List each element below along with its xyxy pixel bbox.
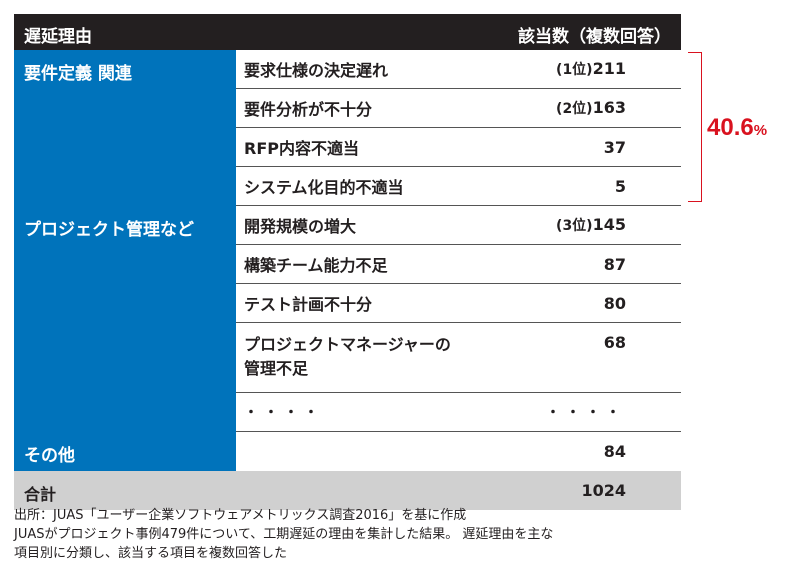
- table-row: 開発規模の増大 (3位)145: [236, 206, 681, 245]
- item-name-line2: 管理不足: [244, 359, 309, 378]
- group-project-management: プロジェクト管理など 開発規模の増大 (3位)145 構築チーム能力不足 87 …: [14, 206, 681, 432]
- group-requirements: 要件定義 関連 要求仕様の決定遅れ (1位)211 要件分析が不十分 (2位)1…: [14, 50, 681, 206]
- table-row: システム化目的不適当 5: [236, 167, 681, 206]
- item-count: 84: [603, 442, 626, 461]
- item-name: 要求仕様の決定遅れ: [244, 61, 389, 80]
- item-value: (3位)145: [556, 215, 626, 235]
- item-name-line1: プロジェクトマネージャーの: [244, 335, 451, 354]
- total-row: 合計 1024: [14, 471, 681, 510]
- item-value: (2位)163: [556, 98, 626, 118]
- source-line-2: JUASがプロジェクト事例479件について、工期遅延の理由を集計した結果。 遅延…: [14, 527, 554, 542]
- table-header: 遅延理由 該当数（複数回答）: [14, 14, 681, 50]
- item-rank: (1位): [556, 62, 593, 78]
- item-count: 145: [592, 215, 626, 234]
- header-count-label: 該当数（複数回答）: [518, 27, 671, 47]
- percentage-number: 40.6: [707, 114, 754, 141]
- item-count: 37: [603, 137, 626, 157]
- table-row-ellipsis: ・・・・ ・・・・: [236, 393, 681, 432]
- item-name: テスト計画不十分: [244, 295, 373, 314]
- ellipsis-name: ・・・・: [244, 405, 324, 421]
- category-cell: その他: [14, 432, 236, 471]
- source-line-1: 出所：JUAS「ユーザー企業ソフトウェアメトリックス調査2016」を基に作成: [14, 508, 467, 523]
- source-note: 出所：JUAS「ユーザー企業ソフトウェアメトリックス調査2016」を基に作成 J…: [14, 506, 694, 563]
- table-row: 要求仕様の決定遅れ (1位)211: [236, 50, 681, 89]
- item-rank: (3位): [556, 218, 593, 234]
- requirements-bracket: [688, 52, 702, 202]
- item-name: プロジェクトマネージャーの 管理不足: [244, 333, 451, 381]
- item-count: 80: [603, 293, 626, 313]
- total-value: 1024: [581, 481, 626, 500]
- group-other: その他 84: [14, 432, 681, 471]
- source-line-3: 項目別に分類し、該当する項目を複数回答した: [14, 546, 288, 561]
- table-row: 84: [236, 432, 681, 471]
- item-value: (1位)211: [556, 59, 626, 79]
- item-count: 87: [603, 254, 626, 274]
- table-row: テスト計画不十分 80: [236, 284, 681, 323]
- item-name: システム化目的不適当: [244, 178, 404, 197]
- category-cell: プロジェクト管理など: [14, 206, 236, 432]
- item-rank: (2位): [556, 101, 593, 117]
- item-count: 5: [614, 176, 626, 196]
- item-name: 開発規模の増大: [244, 217, 357, 236]
- item-name: 要件分析が不十分: [244, 100, 373, 119]
- item-count: 211: [592, 59, 626, 78]
- table-row: 構築チーム能力不足 87: [236, 245, 681, 284]
- item-count: 68: [603, 333, 626, 352]
- item-count: 163: [592, 98, 626, 117]
- category-cell: 要件定義 関連: [14, 50, 236, 206]
- table-row: 要件分析が不十分 (2位)163: [236, 89, 681, 128]
- table-row: RFP内容不適当 37: [236, 128, 681, 167]
- item-name: RFP内容不適当: [244, 139, 359, 158]
- header-reason-label: 遅延理由: [24, 27, 92, 47]
- delay-reasons-table: 遅延理由 該当数（複数回答） 要件定義 関連 要求仕様の決定遅れ (1位)211…: [14, 14, 681, 510]
- requirements-percentage: 40.6%: [707, 114, 767, 142]
- ellipsis-value: ・・・・: [546, 405, 626, 421]
- table-row: プロジェクトマネージャーの 管理不足 68: [236, 323, 681, 393]
- item-name: 構築チーム能力不足: [244, 256, 388, 275]
- total-label: 合計: [24, 485, 57, 504]
- percentage-unit: %: [753, 122, 768, 139]
